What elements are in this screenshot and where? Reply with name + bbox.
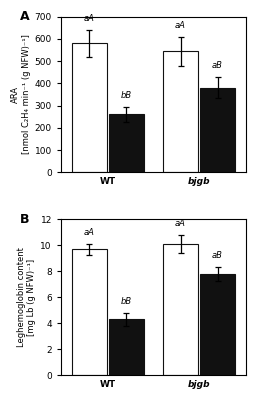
Text: aA: aA xyxy=(175,21,186,30)
Bar xyxy=(200,274,235,375)
Text: aA: aA xyxy=(84,228,95,237)
Text: aA: aA xyxy=(84,14,95,22)
Text: bB: bB xyxy=(121,91,132,100)
Text: aB: aB xyxy=(212,251,223,260)
Text: bB: bB xyxy=(121,296,132,306)
Text: A: A xyxy=(20,10,30,24)
Bar xyxy=(72,249,107,375)
Y-axis label: ARA
[nmol C₂H₄ min⁻¹ (g NFW)⁻¹]: ARA [nmol C₂H₄ min⁻¹ (g NFW)⁻¹] xyxy=(11,34,31,154)
Text: aA: aA xyxy=(175,219,186,228)
Bar xyxy=(200,88,235,172)
Text: aB: aB xyxy=(212,61,223,70)
Y-axis label: Leghemoglobin content
[mg Lb (g NFW)⁻¹]: Leghemoglobin content [mg Lb (g NFW)⁻¹] xyxy=(17,247,36,347)
Bar xyxy=(109,319,144,375)
Bar xyxy=(109,114,144,172)
Text: B: B xyxy=(20,213,30,226)
Bar xyxy=(163,51,198,172)
Bar xyxy=(72,43,107,172)
Bar xyxy=(163,244,198,375)
